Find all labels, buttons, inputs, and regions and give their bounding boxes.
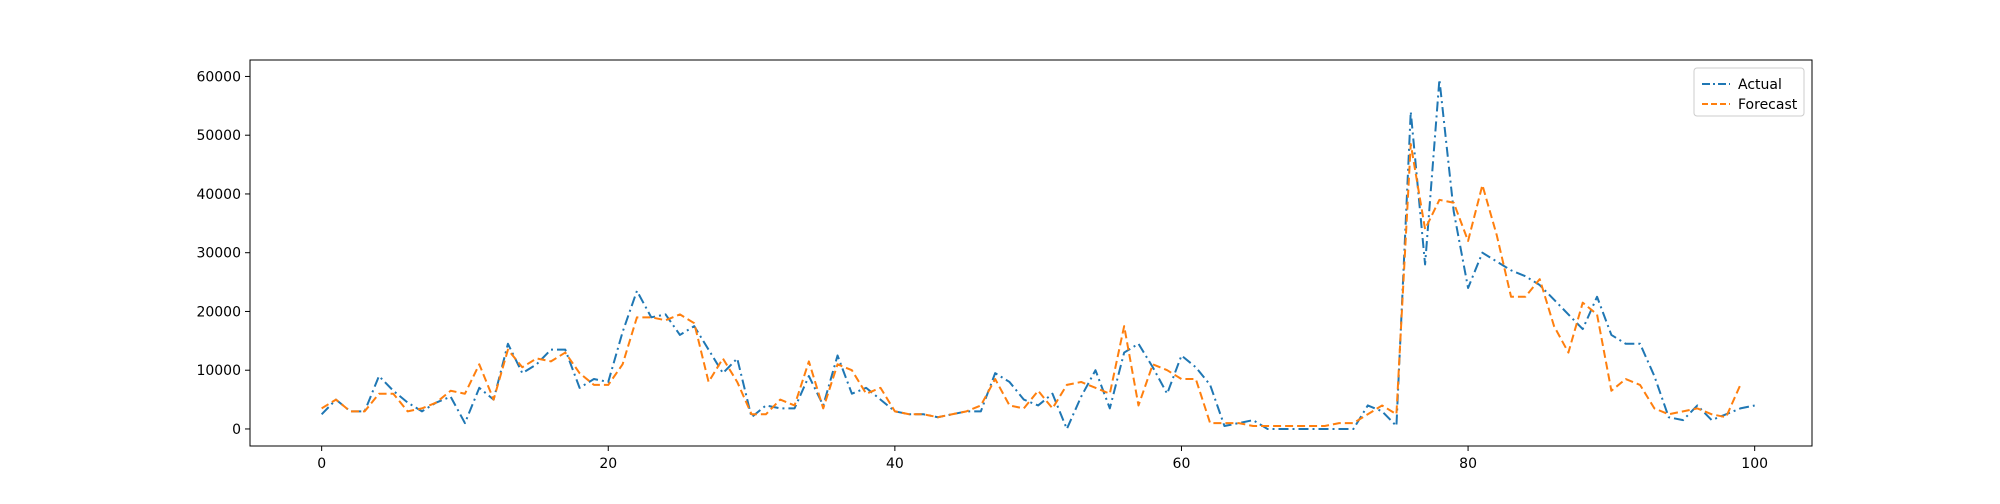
x-axis: 0 20 40 60 80 100 xyxy=(317,446,1768,472)
plot-area xyxy=(250,60,1812,446)
x-tick-label: 100 xyxy=(1741,456,1768,472)
y-tick-label: 40000 xyxy=(196,187,241,203)
x-tick-label: 40 xyxy=(886,456,904,472)
x-tick-label: 80 xyxy=(1459,456,1477,472)
y-tick-label: 30000 xyxy=(196,246,241,262)
y-tick-label: 10000 xyxy=(196,363,241,379)
series-line-actual xyxy=(320,78,1755,430)
y-tick-label: 50000 xyxy=(196,128,241,144)
legend-label-actual: Actual xyxy=(1738,77,1782,93)
legend: Actual Forecast xyxy=(1693,67,1805,117)
y-axis: 0 10000 20000 30000 40000 50000 60000 xyxy=(196,69,250,438)
legend-label-forecast: Forecast xyxy=(1738,97,1798,113)
y-tick-label: 0 xyxy=(232,422,241,438)
series-layer xyxy=(320,78,1755,430)
y-tick-label: 20000 xyxy=(196,304,241,320)
y-tick-label: 60000 xyxy=(196,69,241,85)
x-tick-label: 60 xyxy=(1173,456,1191,472)
x-tick-label: 20 xyxy=(599,456,617,472)
x-tick-label: 0 xyxy=(317,456,326,472)
